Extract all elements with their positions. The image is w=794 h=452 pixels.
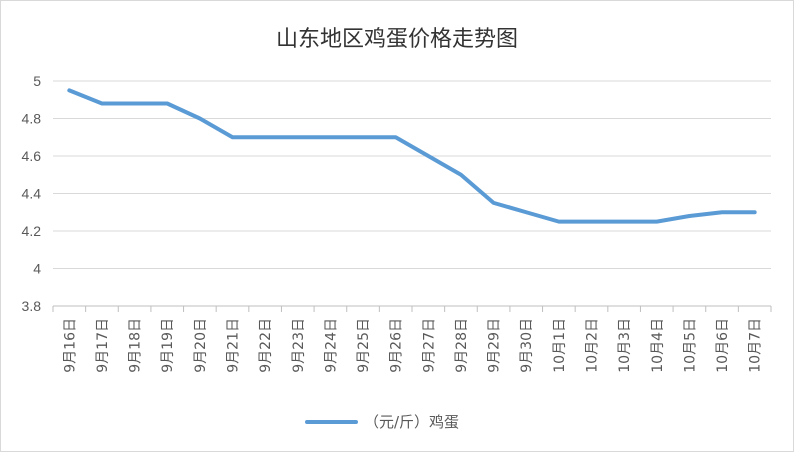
y-tick-label: 4.4 [22, 186, 42, 202]
y-tick-label: 5 [33, 73, 41, 89]
x-tick-label: 10月5日 [682, 318, 698, 373]
series-line [67, 88, 757, 224]
y-tick-label: 4.2 [22, 223, 42, 239]
x-tick-label: 9月27日 [421, 318, 437, 373]
series-layer [67, 88, 757, 224]
y-tick-label: 4 [33, 261, 41, 277]
legend: （元/斤）鸡蛋 [305, 413, 459, 431]
x-tick-label: 9月20日 [193, 318, 209, 373]
legend-label: （元/斤）鸡蛋 [364, 413, 459, 431]
y-tick-label: 4.6 [22, 148, 42, 164]
x-tick-label: 9月29日 [487, 318, 503, 373]
x-tick-label: 10月2日 [585, 318, 601, 373]
x-tick-label: 9月19日 [160, 318, 176, 373]
gridlines [53, 80, 771, 307]
x-tick-label: 9月18日 [128, 318, 144, 373]
x-tick-label: 9月17日 [95, 318, 111, 373]
x-tick-label: 9月23日 [291, 318, 307, 373]
x-tick-label: 9月16日 [62, 318, 78, 373]
y-axis-ticks: 3.8 4 4.2 4.4 4.6 4.8 5 [22, 73, 42, 314]
x-tick-label: 9月21日 [226, 318, 242, 373]
x-tick-label: 10月6日 [715, 318, 731, 373]
x-tick-label: 10月3日 [617, 318, 633, 373]
x-tick-label: 9月22日 [258, 318, 274, 373]
x-tick-label: 9月30日 [519, 318, 535, 373]
chart-title: 山东地区鸡蛋价格走势图 [276, 27, 518, 52]
x-axis-ticks: 9月16日 9月17日 9月18日 9月19日 9月20日 9月21日 9月22日 9月23日… [52, 306, 772, 373]
x-tick-label: 10月7日 [748, 318, 764, 373]
x-tick-label: 9月26日 [389, 318, 405, 373]
x-tick-label: 10月4日 [650, 318, 666, 373]
x-tick-label: 9月28日 [454, 318, 470, 373]
y-tick-label: 3.8 [22, 298, 42, 314]
x-tick-label: 10月1日 [552, 318, 568, 373]
y-tick-label: 4.8 [22, 111, 42, 127]
x-tick-label: 9月24日 [323, 318, 339, 373]
x-tick-label: 9月25日 [356, 318, 372, 373]
